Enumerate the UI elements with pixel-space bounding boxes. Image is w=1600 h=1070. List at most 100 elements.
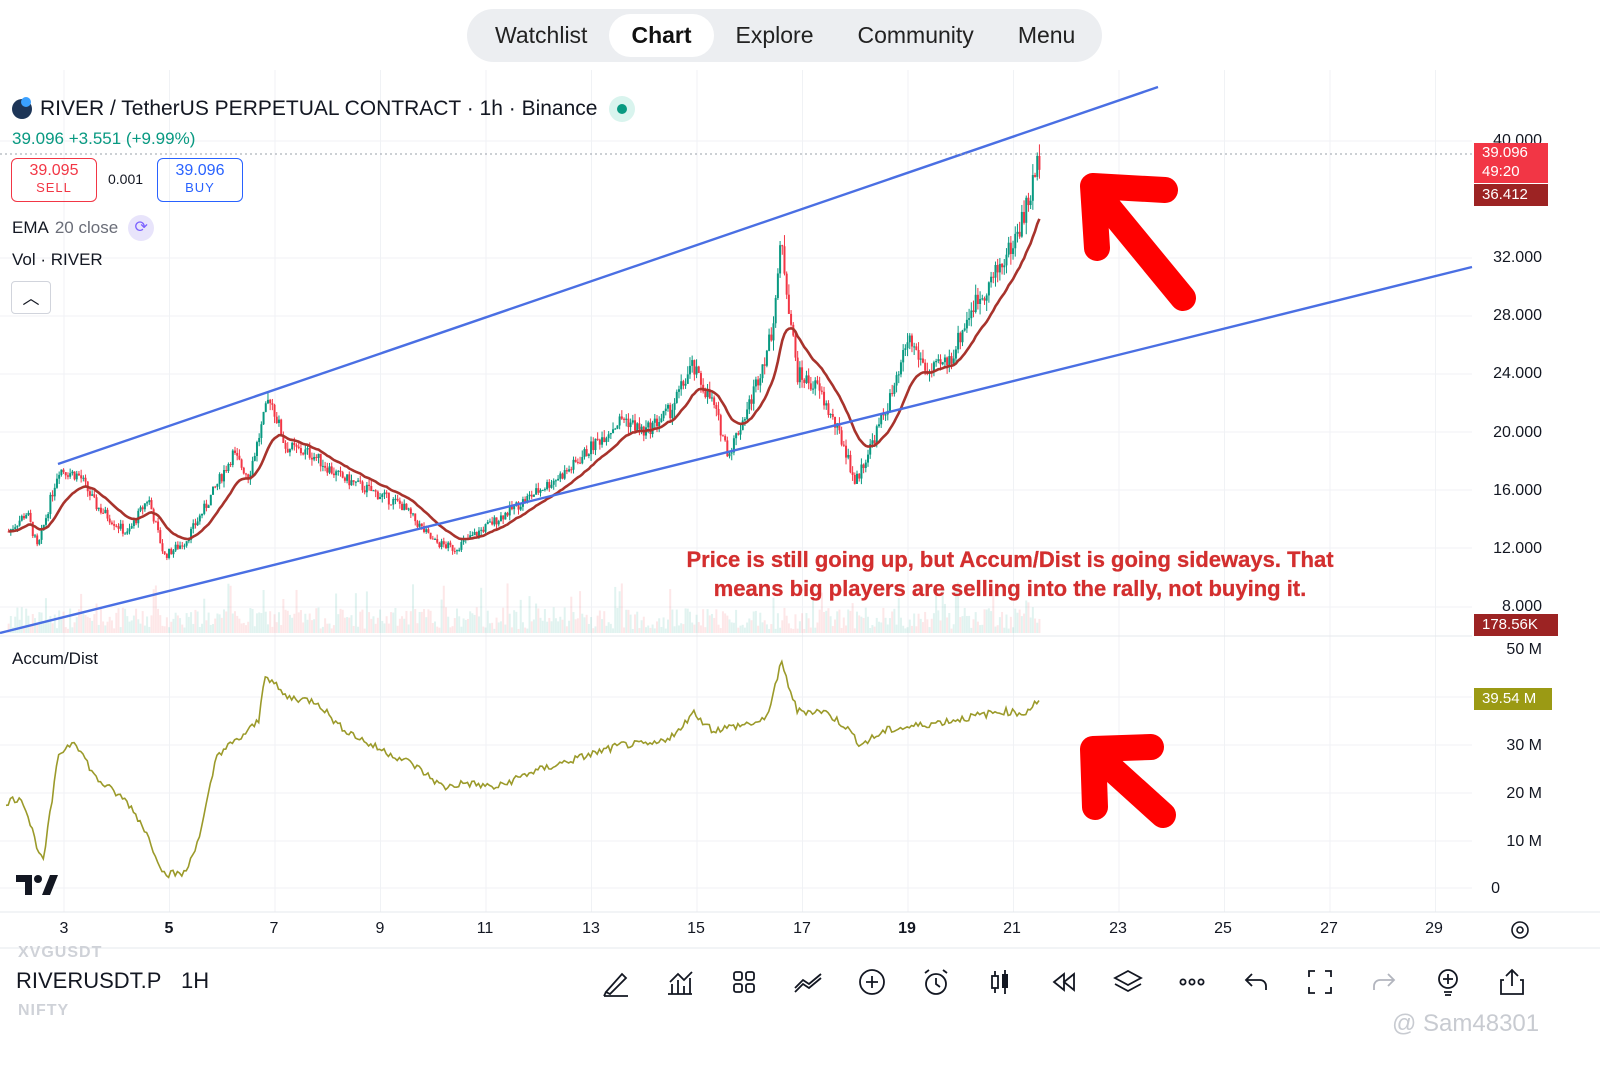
- candles-icon[interactable]: [982, 964, 1018, 1000]
- candle-body: [576, 461, 579, 463]
- candle-body: [998, 263, 1001, 273]
- candle-body: [768, 334, 771, 351]
- candle-body: [104, 509, 107, 514]
- volume-bar: [434, 621, 437, 633]
- candle-body: [339, 470, 342, 473]
- chevron-up-icon[interactable]: ︿: [11, 281, 51, 314]
- volume-bar: [893, 608, 896, 633]
- candle-body: [293, 442, 296, 446]
- volume-bar: [987, 608, 990, 633]
- candle-body: [396, 498, 399, 501]
- indicators-icon[interactable]: [662, 964, 698, 1000]
- candle-body: [1012, 248, 1015, 255]
- volume-bar: [223, 609, 226, 633]
- volume-bar: [763, 620, 766, 633]
- tab-menu[interactable]: Menu: [1017, 22, 1076, 48]
- volume-bar: [264, 611, 267, 633]
- volume-bar: [935, 592, 938, 633]
- candle-body: [535, 488, 538, 495]
- candle-body: [385, 492, 388, 494]
- volume-bar: [493, 628, 496, 633]
- tab-community[interactable]: Community: [857, 22, 974, 48]
- candle-body: [168, 548, 171, 558]
- volume-bar: [816, 622, 819, 633]
- candle-body: [798, 367, 801, 383]
- volume-bar: [242, 622, 245, 633]
- volume-bar: [495, 617, 498, 633]
- bottom-timeframe[interactable]: 1H: [181, 968, 210, 993]
- candle-body: [897, 374, 900, 376]
- candle-body: [146, 502, 149, 504]
- more-icon[interactable]: [1174, 964, 1210, 1000]
- candle-body: [695, 366, 698, 375]
- volume-bar: [238, 618, 241, 633]
- candle-body: [212, 486, 215, 495]
- volume-bar: [394, 607, 397, 633]
- candle-body: [596, 438, 599, 440]
- volume-bar: [691, 622, 694, 633]
- volume-bar: [952, 624, 955, 633]
- volume-bar: [198, 626, 201, 633]
- volume-bar: [491, 622, 494, 633]
- volume-bar: [642, 616, 645, 633]
- candle-body: [352, 480, 355, 482]
- market-open-icon: [609, 96, 636, 122]
- replay-icon[interactable]: [1046, 964, 1082, 1000]
- volume-bar: [475, 607, 478, 633]
- volume-legend[interactable]: Vol · RIVER: [12, 250, 103, 269]
- volume-bar: [557, 621, 560, 633]
- volume-bar: [695, 614, 698, 633]
- volume-bars: [7, 582, 1041, 633]
- tab-chart[interactable]: Chart: [609, 14, 714, 57]
- fullscreen-icon[interactable]: [1302, 964, 1338, 1000]
- candle-body: [655, 418, 658, 427]
- volume-bar: [1003, 627, 1006, 633]
- layout-grid-icon[interactable]: [726, 964, 762, 1000]
- refresh-icon[interactable]: ⟳: [128, 215, 155, 241]
- candle-body: [717, 408, 720, 416]
- candle-body: [884, 414, 887, 416]
- volume-bar: [357, 626, 360, 633]
- bottom-symbol[interactable]: RIVERUSDT.P: [16, 968, 162, 993]
- trend-line-icon[interactable]: [790, 964, 826, 1000]
- volume-bar: [71, 627, 74, 633]
- candle-body: [941, 362, 944, 365]
- volume-bar: [768, 628, 771, 633]
- tab-watchlist[interactable]: Watchlist: [495, 22, 588, 48]
- candle-body: [737, 433, 740, 435]
- add-circle-icon[interactable]: [854, 964, 890, 1000]
- accum-dist-legend[interactable]: Accum/Dist: [12, 649, 98, 668]
- candle-body: [805, 375, 808, 383]
- volume-bar: [948, 613, 951, 633]
- candle-body: [227, 464, 230, 472]
- candle-body: [31, 521, 34, 536]
- candle-body: [359, 480, 362, 482]
- settings-gear-icon[interactable]: [1508, 918, 1532, 942]
- candle-body: [840, 430, 843, 445]
- candle-body: [987, 282, 990, 296]
- lightbulb-icon[interactable]: [1430, 964, 1466, 1000]
- symbol-title[interactable]: RIVER / TetherUS PERPETUAL CONTRACT · 1h…: [12, 96, 636, 122]
- alarm-clock-icon[interactable]: [918, 964, 954, 1000]
- candle-body: [1020, 211, 1023, 237]
- buy-button[interactable]: 39.096 BUY: [157, 158, 243, 202]
- share-icon[interactable]: [1494, 964, 1530, 1000]
- layers-icon[interactable]: [1110, 964, 1146, 1000]
- candle-body: [44, 518, 47, 525]
- candle-body: [154, 521, 157, 523]
- tab-explore[interactable]: Explore: [735, 22, 814, 48]
- draw-pen-icon[interactable]: [598, 964, 634, 1000]
- volume-bar: [297, 612, 300, 633]
- ema-legend[interactable]: EMA 20 close ⟳: [12, 215, 155, 241]
- redo-icon[interactable]: [1366, 964, 1402, 1000]
- sell-button[interactable]: 39.095 SELL: [11, 158, 97, 202]
- candle-body: [209, 494, 212, 506]
- candle-body: [954, 349, 957, 359]
- volume-bar: [341, 609, 344, 633]
- volume-bar: [913, 613, 916, 633]
- time-tick: 3: [59, 920, 69, 937]
- volume-bar: [319, 628, 322, 633]
- volume-bar: [187, 616, 190, 633]
- undo-icon[interactable]: [1238, 964, 1274, 1000]
